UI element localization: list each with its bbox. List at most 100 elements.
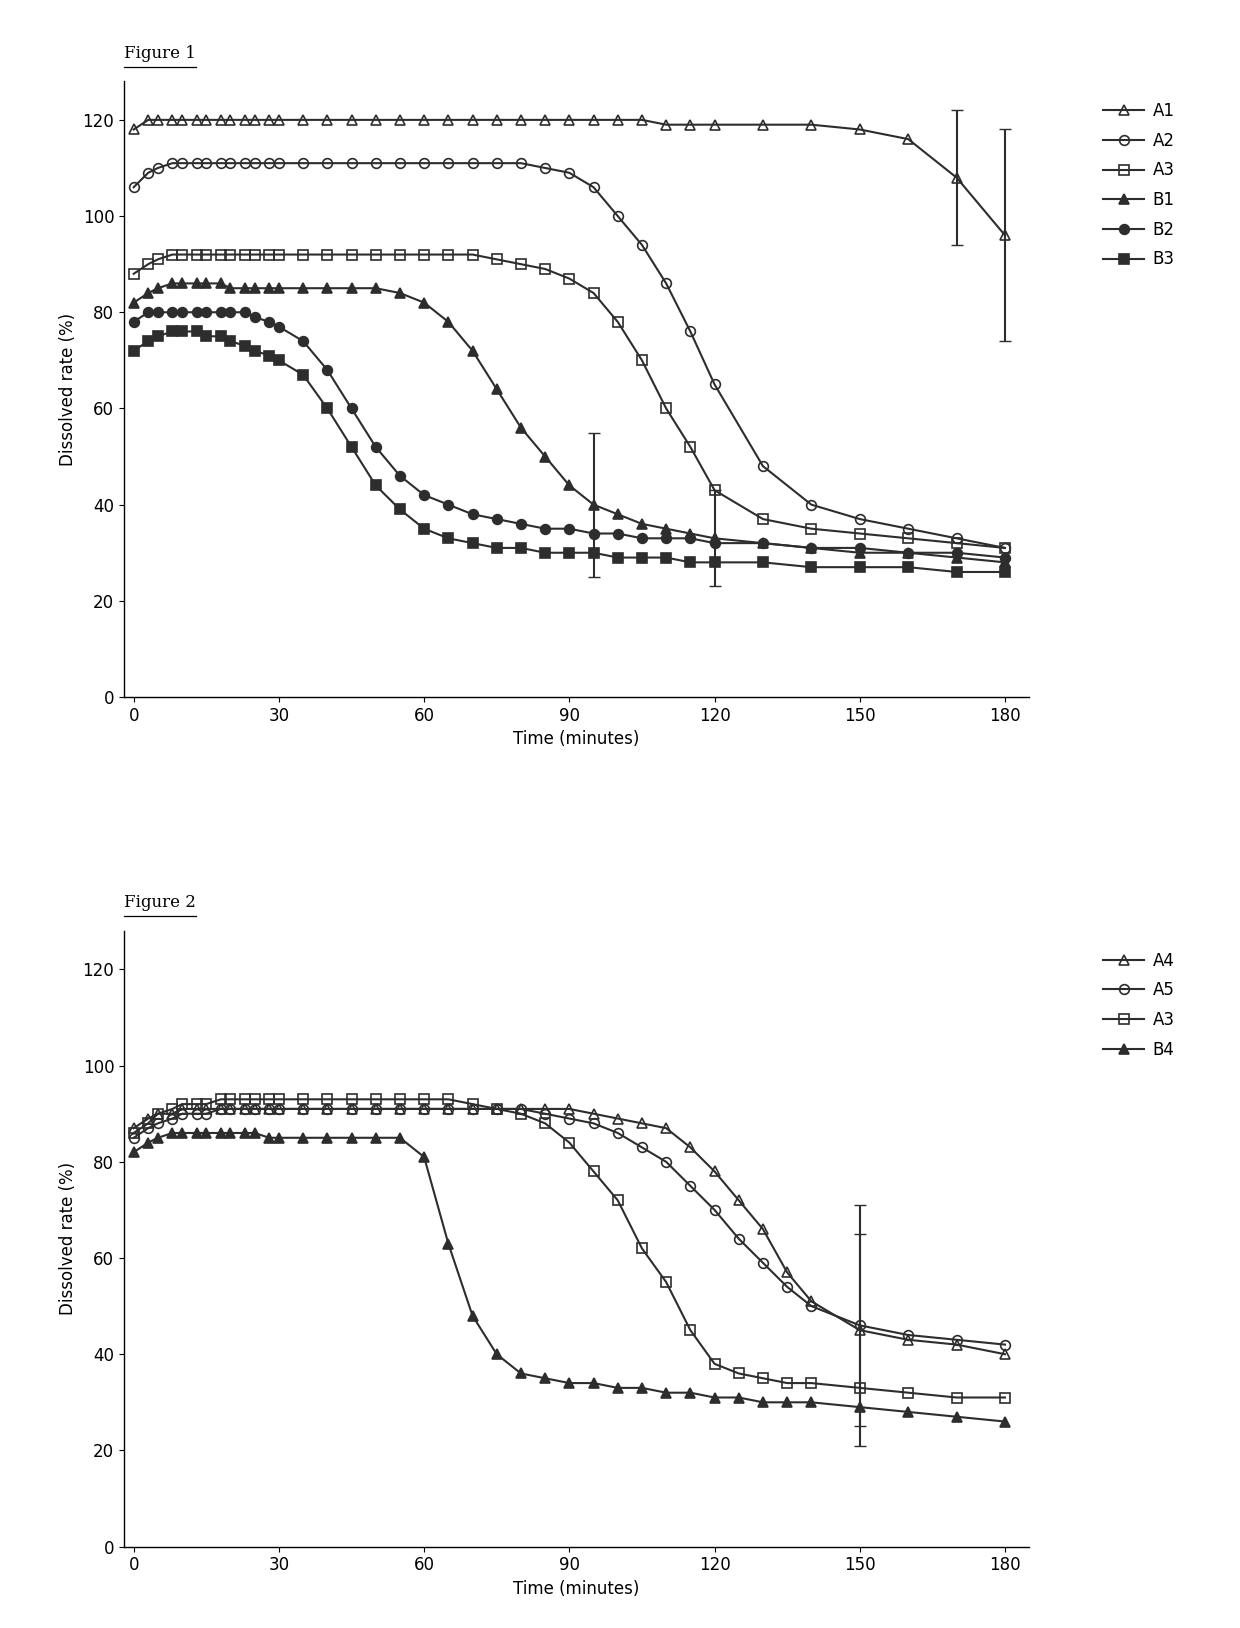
B1: [997, 552, 1012, 571]
B3: [465, 534, 480, 554]
A4: [247, 1099, 262, 1118]
B1: [343, 278, 358, 298]
A5: [175, 1104, 190, 1123]
B3: [900, 557, 915, 576]
A1: [441, 111, 456, 130]
A3: [610, 1190, 625, 1210]
A5: [780, 1276, 795, 1296]
A3: [635, 350, 650, 370]
A4: [949, 1335, 963, 1354]
A2: [141, 163, 156, 182]
B1: [262, 278, 277, 298]
A2: [165, 153, 180, 173]
A1: [165, 111, 180, 130]
B3: [126, 340, 141, 360]
Line: A3: A3: [129, 249, 1009, 554]
A5: [852, 1315, 867, 1335]
A3: [320, 244, 335, 264]
A3: [755, 1369, 770, 1389]
A3: [393, 1089, 408, 1109]
B1: [238, 278, 253, 298]
A3: [175, 244, 190, 264]
B4: [635, 1379, 650, 1398]
B4: [213, 1123, 228, 1143]
A3: [538, 259, 553, 278]
B2: [441, 495, 456, 514]
B3: [262, 345, 277, 365]
B2: [490, 510, 505, 529]
B1: [755, 534, 770, 554]
B3: [320, 399, 335, 418]
A1: [538, 111, 553, 130]
A5: [683, 1175, 698, 1195]
A2: [538, 158, 553, 177]
Legend: A1, A2, A3, B1, B2, B3: A1, A2, A3, B1, B2, B3: [1102, 103, 1174, 269]
A5: [900, 1325, 915, 1345]
A2: [949, 529, 963, 549]
A5: [295, 1099, 310, 1118]
A3: [126, 264, 141, 283]
A1: [562, 111, 577, 130]
Line: A3: A3: [129, 1094, 1009, 1402]
Line: A4: A4: [129, 1104, 1009, 1359]
B1: [213, 274, 228, 293]
A3: [175, 1094, 190, 1114]
B1: [175, 274, 190, 293]
Y-axis label: Dissolved rate (%): Dissolved rate (%): [60, 1162, 77, 1315]
A4: [513, 1099, 528, 1118]
B4: [755, 1392, 770, 1411]
A2: [247, 153, 262, 173]
A3: [441, 1089, 456, 1109]
A5: [538, 1104, 553, 1123]
A3: [441, 244, 456, 264]
B4: [490, 1345, 505, 1364]
A3: [165, 244, 180, 264]
B2: [343, 399, 358, 418]
B2: [320, 360, 335, 379]
B2: [126, 313, 141, 332]
B2: [465, 505, 480, 524]
B1: [707, 529, 722, 549]
A3: [247, 244, 262, 264]
B4: [393, 1128, 408, 1148]
A5: [247, 1099, 262, 1118]
B4: [804, 1392, 818, 1411]
A1: [198, 111, 213, 130]
A5: [223, 1099, 238, 1118]
A1: [393, 111, 408, 130]
B1: [190, 274, 205, 293]
A2: [513, 153, 528, 173]
B1: [368, 278, 383, 298]
B3: [150, 327, 165, 347]
A3: [223, 244, 238, 264]
B3: [175, 322, 190, 342]
A4: [190, 1099, 205, 1118]
A5: [707, 1200, 722, 1219]
A4: [165, 1104, 180, 1123]
A1: [658, 116, 673, 135]
A4: [587, 1104, 601, 1123]
A1: [175, 111, 190, 130]
A1: [804, 116, 818, 135]
B4: [658, 1382, 673, 1402]
B4: [272, 1128, 286, 1148]
A4: [780, 1263, 795, 1283]
A3: [513, 1104, 528, 1123]
A3: [997, 539, 1012, 558]
A2: [295, 153, 310, 173]
A5: [562, 1109, 577, 1128]
A1: [683, 116, 698, 135]
B2: [262, 313, 277, 332]
A3: [658, 1273, 673, 1293]
Legend: A4, A5, A3, B4: A4, A5, A3, B4: [1102, 952, 1174, 1058]
A3: [320, 1089, 335, 1109]
B2: [272, 317, 286, 337]
A3: [262, 244, 277, 264]
B3: [707, 552, 722, 571]
B2: [175, 303, 190, 322]
B3: [393, 500, 408, 519]
A3: [683, 1320, 698, 1340]
A4: [272, 1099, 286, 1118]
A2: [562, 163, 577, 182]
A3: [238, 244, 253, 264]
